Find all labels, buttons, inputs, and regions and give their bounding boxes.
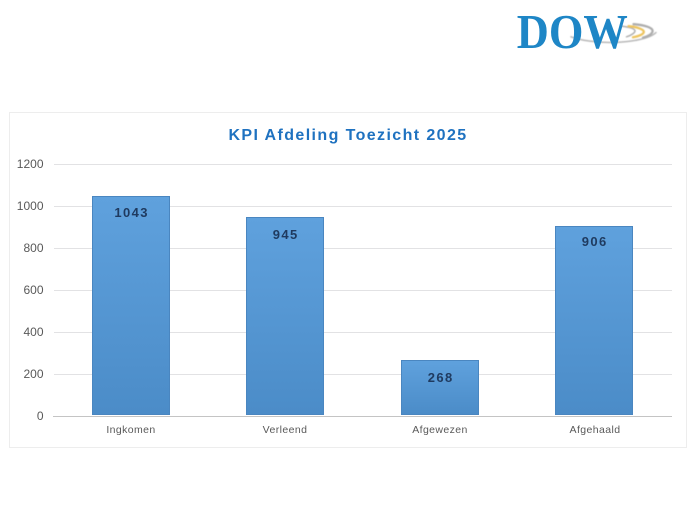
svg-text:DOW: DOW (517, 4, 628, 59)
